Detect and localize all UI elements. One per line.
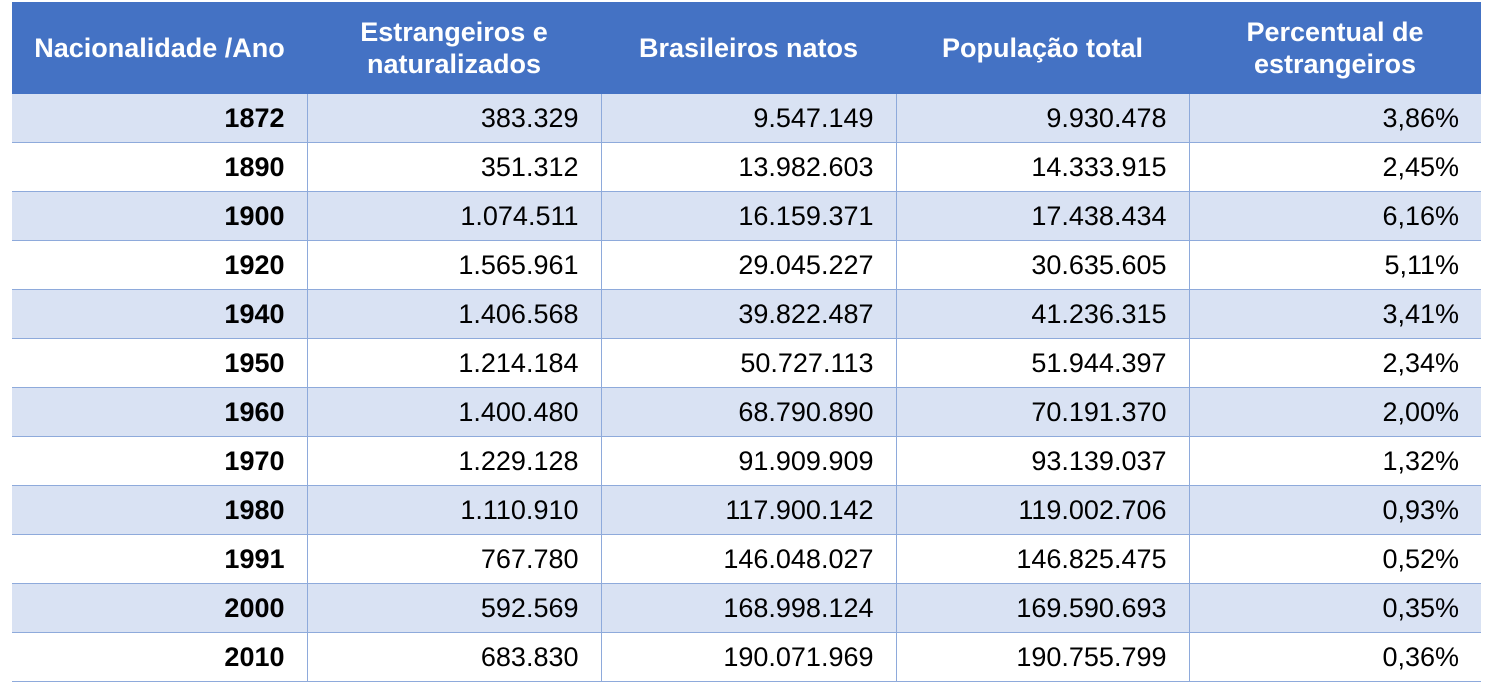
cell-brasileiros: 13.982.603 bbox=[600, 142, 897, 192]
cell-brasileiros: 68.790.890 bbox=[600, 387, 897, 437]
header-estrangeiros-naturalizados: Estrangeiros e naturalizados bbox=[307, 2, 601, 94]
cell-year: 1980 bbox=[12, 485, 308, 535]
table-row: 1991 767.780 146.048.027 146.825.475 0,52% bbox=[12, 534, 1481, 584]
cell-populacao-total: 14.333.915 bbox=[895, 142, 1190, 192]
cell-estrangeiros: 1.074.511 bbox=[306, 191, 602, 241]
cell-percentual: 0,35% bbox=[1188, 583, 1481, 633]
cell-populacao-total: 119.002.706 bbox=[895, 485, 1190, 535]
cell-percentual: 1,32% bbox=[1188, 436, 1481, 486]
cell-estrangeiros: 592.569 bbox=[306, 583, 602, 633]
cell-percentual: 6,16% bbox=[1188, 191, 1481, 241]
cell-estrangeiros: 1.214.184 bbox=[306, 338, 602, 388]
cell-populacao-total: 169.590.693 bbox=[895, 583, 1190, 633]
cell-percentual: 5,11% bbox=[1188, 240, 1481, 290]
cell-brasileiros: 146.048.027 bbox=[600, 534, 897, 584]
cell-year: 1950 bbox=[12, 338, 308, 388]
cell-populacao-total: 190.755.799 bbox=[895, 632, 1190, 682]
cell-estrangeiros: 683.830 bbox=[306, 632, 602, 682]
table-row: 1980 1.110.910 117.900.142 119.002.706 0,93% bbox=[12, 485, 1481, 535]
cell-percentual: 0,93% bbox=[1188, 485, 1481, 535]
cell-populacao-total: 41.236.315 bbox=[895, 289, 1190, 339]
table-row: 1920 1.565.961 29.045.227 30.635.605 5,11% bbox=[12, 240, 1481, 290]
cell-estrangeiros: 1.110.910 bbox=[306, 485, 602, 535]
cell-populacao-total: 30.635.605 bbox=[895, 240, 1190, 290]
cell-percentual: 3,41% bbox=[1188, 289, 1481, 339]
cell-estrangeiros: 1.565.961 bbox=[306, 240, 602, 290]
cell-percentual: 3,86% bbox=[1188, 94, 1481, 143]
cell-year: 1940 bbox=[12, 289, 308, 339]
cell-year: 1890 bbox=[12, 142, 308, 192]
cell-brasileiros: 190.071.969 bbox=[600, 632, 897, 682]
header-populacao-total: População total bbox=[896, 2, 1189, 94]
cell-percentual: 2,00% bbox=[1188, 387, 1481, 437]
population-table-container: Nacionalidade /Ano Estrangeiros e natura… bbox=[12, 2, 1481, 682]
cell-percentual: 2,45% bbox=[1188, 142, 1481, 192]
cell-estrangeiros: 351.312 bbox=[306, 142, 602, 192]
cell-year: 1900 bbox=[12, 191, 308, 241]
table-header: Nacionalidade /Ano Estrangeiros e natura… bbox=[12, 2, 1481, 94]
header-nacionalidade-ano: Nacionalidade /Ano bbox=[12, 2, 307, 94]
cell-populacao-total: 51.944.397 bbox=[895, 338, 1190, 388]
cell-brasileiros: 168.998.124 bbox=[600, 583, 897, 633]
cell-estrangeiros: 383.329 bbox=[306, 94, 602, 143]
header-percentual-estrangeiros: Percentual de estrangeiros bbox=[1189, 2, 1481, 94]
table-body: 1872 383.329 9.547.149 9.930.478 3,86% 1890 35… bbox=[12, 94, 1481, 682]
table-row: 2010 683.830 190.071.969 190.755.799 0,36% bbox=[12, 632, 1481, 682]
cell-brasileiros: 39.822.487 bbox=[600, 289, 897, 339]
table-row: 1960 1.400.480 68.790.890 70.191.370 2,00% bbox=[12, 387, 1481, 437]
cell-year: 1960 bbox=[12, 387, 308, 437]
header-brasileiros-natos: Brasileiros natos bbox=[601, 2, 896, 94]
table-row: 1890 351.312 13.982.603 14.333.915 2,45% bbox=[12, 142, 1481, 192]
cell-populacao-total: 146.825.475 bbox=[895, 534, 1190, 584]
cell-percentual: 2,34% bbox=[1188, 338, 1481, 388]
cell-percentual: 0,52% bbox=[1188, 534, 1481, 584]
header-row: Nacionalidade /Ano Estrangeiros e natura… bbox=[12, 2, 1481, 94]
cell-percentual: 0,36% bbox=[1188, 632, 1481, 682]
cell-year: 1991 bbox=[12, 534, 308, 584]
population-table: Nacionalidade /Ano Estrangeiros e natura… bbox=[12, 2, 1481, 682]
cell-populacao-total: 9.930.478 bbox=[895, 94, 1190, 143]
cell-year: 1920 bbox=[12, 240, 308, 290]
cell-populacao-total: 70.191.370 bbox=[895, 387, 1190, 437]
cell-year: 1872 bbox=[12, 94, 308, 143]
cell-brasileiros: 16.159.371 bbox=[600, 191, 897, 241]
cell-year: 2010 bbox=[12, 632, 308, 682]
cell-estrangeiros: 1.400.480 bbox=[306, 387, 602, 437]
cell-populacao-total: 17.438.434 bbox=[895, 191, 1190, 241]
cell-estrangeiros: 1.229.128 bbox=[306, 436, 602, 486]
cell-brasileiros: 91.909.909 bbox=[600, 436, 897, 486]
table-row: 1900 1.074.511 16.159.371 17.438.434 6,16% bbox=[12, 191, 1481, 241]
table-row: 1940 1.406.568 39.822.487 41.236.315 3,41% bbox=[12, 289, 1481, 339]
cell-brasileiros: 117.900.142 bbox=[600, 485, 897, 535]
cell-estrangeiros: 1.406.568 bbox=[306, 289, 602, 339]
cell-year: 1970 bbox=[12, 436, 308, 486]
table-row: 1872 383.329 9.547.149 9.930.478 3,86% bbox=[12, 94, 1481, 143]
cell-brasileiros: 29.045.227 bbox=[600, 240, 897, 290]
table-row: 1950 1.214.184 50.727.113 51.944.397 2,34% bbox=[12, 338, 1481, 388]
cell-estrangeiros: 767.780 bbox=[306, 534, 602, 584]
cell-brasileiros: 9.547.149 bbox=[600, 94, 897, 143]
table-row: 2000 592.569 168.998.124 169.590.693 0,35% bbox=[12, 583, 1481, 633]
cell-populacao-total: 93.139.037 bbox=[895, 436, 1190, 486]
table-row: 1970 1.229.128 91.909.909 93.139.037 1,32% bbox=[12, 436, 1481, 486]
cell-year: 2000 bbox=[12, 583, 308, 633]
cell-brasileiros: 50.727.113 bbox=[600, 338, 897, 388]
